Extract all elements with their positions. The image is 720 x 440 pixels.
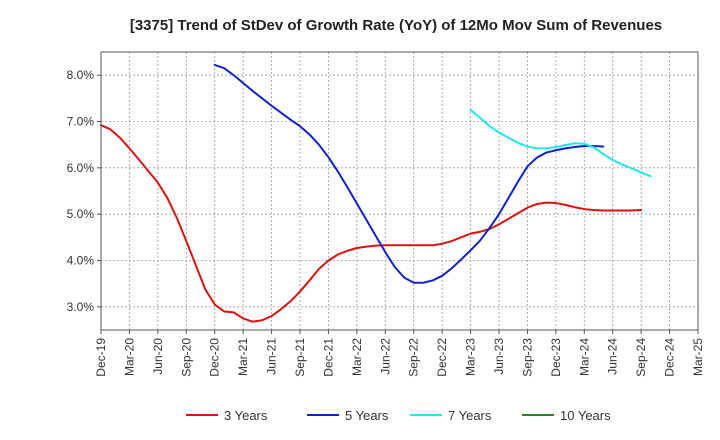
legend-label-3-years: 3 Years [224, 408, 268, 423]
x-tick-label: Mar-25 [691, 338, 705, 376]
x-tick-label: Jun-20 [151, 338, 165, 375]
legend-label-10-years: 10 Years [560, 408, 611, 423]
legend-label-5-years: 5 Years [345, 408, 389, 423]
x-tick-label: Dec-23 [549, 338, 563, 377]
y-tick-label: 5.0% [67, 207, 95, 221]
y-tick-label: 6.0% [67, 161, 95, 175]
series-lines [100, 63, 652, 323]
x-tick-label: Jun-24 [606, 338, 620, 375]
x-tick-label: Mar-23 [464, 338, 478, 376]
legend-label-7-years: 7 Years [448, 408, 492, 423]
y-tick-label: 8.0% [67, 68, 95, 82]
x-tick-label: Dec-19 [94, 338, 108, 377]
series-line-7-years [469, 108, 652, 178]
x-tick-label: Sep-23 [520, 338, 534, 377]
x-tick-label: Dec-24 [663, 338, 677, 377]
x-tick-label: Sep-22 [407, 338, 421, 377]
x-tick-label: Sep-20 [179, 338, 193, 377]
x-tick-label: Dec-21 [321, 338, 335, 377]
x-tick-label: Mar-22 [350, 338, 364, 376]
plot-frame [100, 51, 699, 331]
x-axis-ticks: Dec-19 Mar-20 Jun-20 Sep-20 Dec-20 Mar-21 Jun-… [94, 330, 705, 377]
x-tick-label: Jun-21 [265, 338, 279, 375]
y-tick-label: 4.0% [67, 254, 95, 268]
x-tick-label: Mar-24 [577, 338, 591, 376]
x-tick-label: Dec-20 [208, 338, 222, 377]
x-tick-label: Sep-21 [293, 338, 307, 377]
x-tick-label: Mar-20 [122, 338, 136, 376]
y-axis-ticks: 3.0% 4.0% 5.0% 6.0% 7.0% 8.0% [67, 68, 101, 314]
x-tick-label: Sep-24 [634, 338, 648, 377]
grid-lines [100, 52, 699, 330]
y-tick-label: 7.0% [67, 115, 95, 129]
series-line-5-years [213, 63, 605, 284]
x-tick-label: Jun-22 [378, 338, 392, 375]
chart-title: [3375] Trend of StDev of Growth Rate (Yo… [130, 17, 662, 34]
series-line-3-years [100, 124, 643, 323]
x-tick-label: Dec-22 [435, 338, 449, 377]
y-tick-label: 3.0% [67, 300, 95, 314]
x-tick-label: Jun-23 [492, 338, 506, 375]
x-tick-label: Mar-21 [236, 338, 250, 376]
legend: 3 Years 5 Years 7 Years 10 Years [186, 408, 611, 423]
